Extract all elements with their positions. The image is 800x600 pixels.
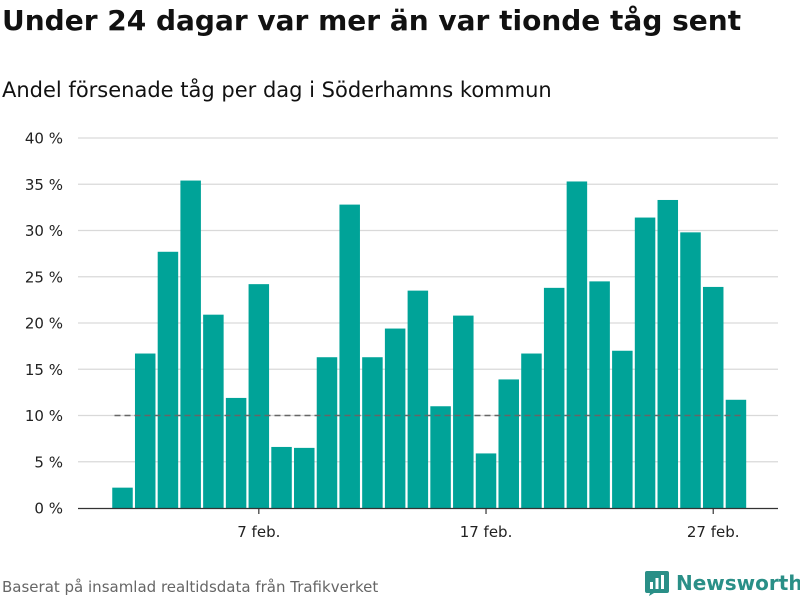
bar (657, 199, 679, 508)
bar (634, 217, 656, 509)
y-tick-label: 15 % (25, 361, 63, 379)
bar (225, 397, 247, 508)
bar (316, 357, 338, 508)
brand-name: Newsworthy (676, 571, 800, 595)
y-tick-label: 10 % (25, 407, 63, 425)
bar (475, 453, 497, 508)
x-tick-label: 17 feb. (460, 523, 513, 541)
bar (294, 447, 315, 508)
bar (180, 180, 201, 509)
brand-logo[interactable]: Newsworthy (644, 569, 800, 597)
bar (203, 314, 224, 508)
bar (112, 487, 133, 508)
bar (134, 353, 156, 508)
bar (384, 328, 406, 508)
bars (112, 180, 747, 509)
bar (271, 446, 292, 508)
x-tick-label: 7 feb. (237, 523, 280, 541)
bar (543, 287, 565, 508)
bar (566, 181, 588, 508)
y-tick-label: 0 % (34, 500, 63, 518)
bar (362, 357, 383, 508)
y-axis-ticks: 0 % 5 % 10 % 15 % 20 % 25 % 30 % 35 % 40 % (25, 130, 63, 518)
bar (725, 399, 747, 508)
bar (498, 379, 519, 508)
bar (702, 286, 724, 508)
x-tick-label: 27 feb. (687, 523, 740, 541)
y-tick-label: 20 % (25, 315, 63, 333)
bar (612, 350, 633, 508)
bar (339, 204, 360, 508)
bar (157, 251, 179, 508)
bar (430, 406, 451, 508)
bar (248, 284, 270, 508)
y-tick-label: 40 % (25, 130, 63, 148)
y-tick-label: 35 % (25, 176, 63, 194)
bar (521, 353, 542, 508)
bar (680, 232, 701, 508)
y-tick-label: 5 % (34, 453, 63, 471)
source-note: Baserat på insamlad realtidsdata från Tr… (2, 578, 379, 596)
y-tick-label: 25 % (25, 268, 63, 286)
chart-subtitle: Andel försenade tåg per dag i Söderhamns… (2, 78, 552, 102)
bar (407, 290, 429, 508)
chart-title: Under 24 dagar var mer än var tionde tåg… (2, 4, 742, 37)
x-axis-ticks: 7 feb. 17 feb. 27 feb. (237, 508, 740, 541)
bar (589, 281, 610, 508)
y-tick-label: 30 % (25, 222, 63, 240)
bar (453, 315, 474, 508)
newsworthy-logo-icon (645, 571, 669, 596)
